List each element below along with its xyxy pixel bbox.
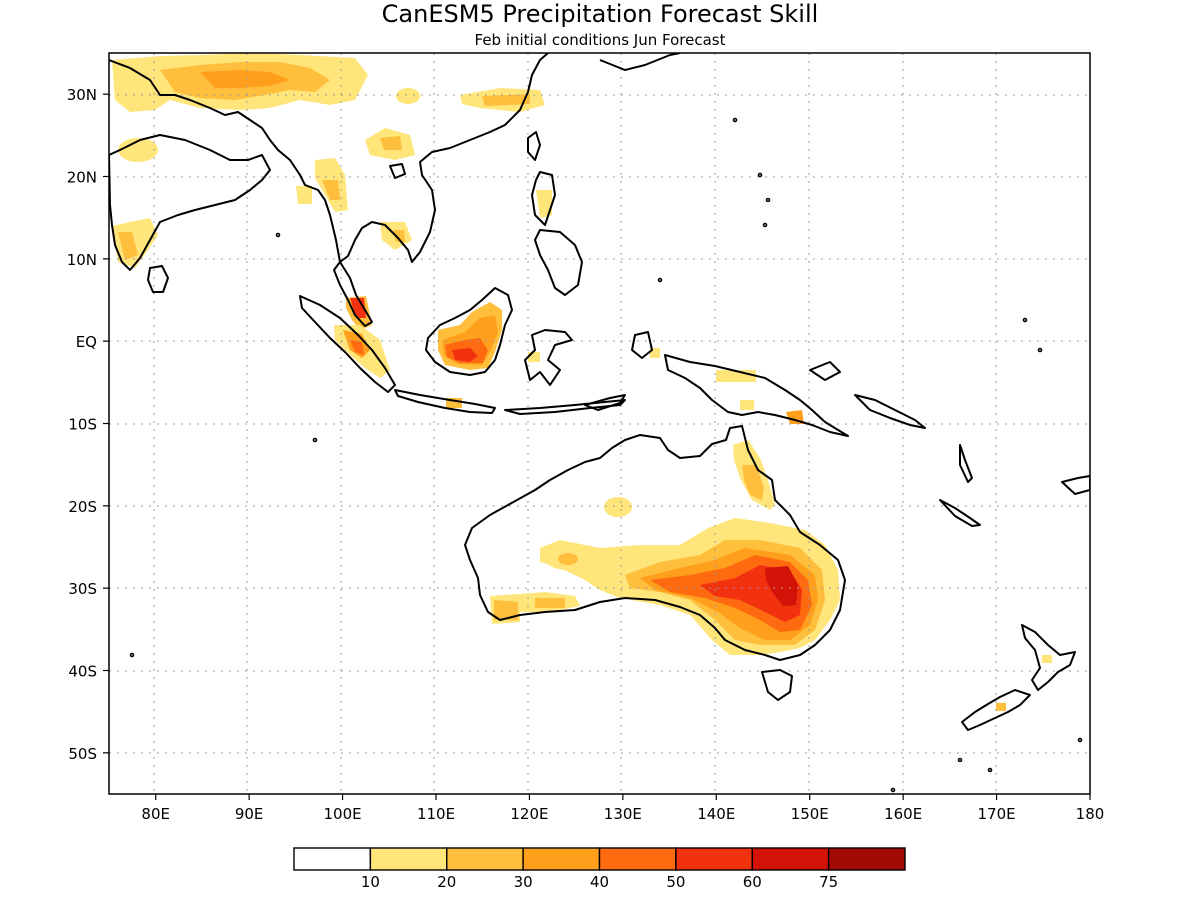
skill-region-malay-l2 bbox=[350, 298, 366, 318]
coast-philippines-luzon bbox=[531, 171, 556, 226]
skill-region-india-sw-l2 bbox=[118, 232, 138, 260]
colorbar-label: 10 bbox=[361, 873, 380, 891]
x-axis: 80E 90E 100E 110E 120E 130E 140E 150E 160E 170E 18… bbox=[141, 794, 1104, 823]
colorbar-swatch bbox=[675, 847, 753, 871]
y-tick-label: 10S bbox=[68, 416, 97, 434]
colorbar-label: 40 bbox=[590, 873, 609, 891]
skill-region-india-sw-l1 bbox=[112, 218, 158, 268]
skill-contours bbox=[112, 53, 1052, 711]
skill-region-aus-nw bbox=[604, 497, 632, 517]
coast-taiwan bbox=[527, 131, 541, 161]
map-subtitle: Feb initial conditions Jun Forecast bbox=[475, 31, 726, 49]
x-tick-label: 180 bbox=[1076, 805, 1105, 823]
skill-region-sulawesi bbox=[528, 352, 540, 362]
coast-malay-peninsula bbox=[333, 261, 373, 327]
colorbar-swatch bbox=[598, 847, 677, 871]
coast-sumatra bbox=[299, 295, 396, 393]
skill-region-myanmar-l2 bbox=[322, 180, 340, 200]
coast-moluccas bbox=[631, 331, 653, 359]
colorbar: 10 20 30 40 50 60 75 bbox=[293, 847, 906, 891]
colorbar-label: 30 bbox=[514, 873, 533, 891]
coast-australia bbox=[464, 425, 846, 661]
coast-lesser-sunda bbox=[504, 399, 626, 415]
skill-region-philippines bbox=[536, 190, 552, 218]
x-tick-label: 80E bbox=[141, 805, 170, 823]
skill-region-china-c-l2 bbox=[482, 94, 530, 106]
skill-region-queensland-l2 bbox=[742, 465, 764, 500]
y-axis: 30N 20N 10N EQ 10S 20S 30S 40S 50S bbox=[67, 86, 109, 763]
coast-new-guinea bbox=[664, 354, 849, 437]
coast-hainan bbox=[389, 163, 406, 179]
colorbar-swatch bbox=[369, 847, 448, 871]
skill-region-china-s-l2 bbox=[380, 136, 402, 150]
coast-fiji bbox=[1061, 475, 1090, 495]
coast-sri-lanka bbox=[147, 265, 169, 293]
x-tick-label: 100E bbox=[324, 805, 362, 823]
skill-region-moluccas bbox=[650, 348, 660, 358]
coast-java bbox=[394, 389, 496, 414]
y-tick-label: 40S bbox=[68, 663, 97, 681]
colorbar-swatch bbox=[827, 847, 906, 871]
coast-asia-mainland bbox=[109, 53, 549, 263]
x-tick-label: 160E bbox=[884, 805, 922, 823]
skill-region-sw-aus-l2 bbox=[494, 600, 518, 620]
skill-region-java bbox=[446, 398, 462, 408]
coast-japan bbox=[599, 53, 681, 71]
skill-region-nz-s bbox=[996, 703, 1006, 711]
x-tick-label: 170E bbox=[978, 805, 1016, 823]
y-tick-label: 10N bbox=[67, 251, 97, 269]
colorbar-label: 50 bbox=[666, 873, 685, 891]
x-tick-label: 90E bbox=[235, 805, 264, 823]
colorbar-swatch bbox=[522, 847, 601, 871]
coast-sulawesi bbox=[524, 329, 573, 386]
skill-region-borneo-l4 bbox=[452, 348, 478, 362]
skill-region-sumatra-l3 bbox=[350, 340, 364, 355]
y-tick-label: EQ bbox=[76, 333, 97, 351]
x-tick-label: 140E bbox=[697, 805, 735, 823]
coast-vanuatu bbox=[959, 444, 973, 483]
coast-timor bbox=[584, 394, 626, 411]
skill-region-india-c bbox=[118, 138, 158, 162]
x-tick-label: 150E bbox=[791, 805, 829, 823]
coast-nz-south bbox=[961, 689, 1031, 731]
x-tick-label: 120E bbox=[510, 805, 548, 823]
coast-borneo bbox=[425, 287, 513, 376]
y-tick-label: 50S bbox=[68, 745, 97, 763]
colorbar-swatch bbox=[446, 847, 524, 871]
coast-tasmania bbox=[761, 669, 793, 701]
coast-nz-north bbox=[1021, 624, 1076, 691]
y-tick-label: 20N bbox=[67, 169, 97, 187]
skill-region-sw-aus-l3 bbox=[535, 598, 565, 608]
skill-region-nz-n bbox=[1042, 655, 1052, 663]
skill-region-aus-west-l2 bbox=[558, 553, 578, 565]
skill-region-tibet-l3 bbox=[200, 70, 290, 88]
coast-philippines-south bbox=[534, 229, 583, 296]
coast-new-britain bbox=[809, 361, 841, 381]
colorbar-swatch bbox=[293, 847, 372, 871]
x-tick-label: 110E bbox=[417, 805, 455, 823]
skill-region-indochina-l2 bbox=[393, 230, 405, 242]
coast-india bbox=[109, 134, 271, 271]
coastlines bbox=[109, 53, 1090, 793]
coast-new-caledonia bbox=[939, 499, 981, 527]
colorbar-label: 75 bbox=[819, 873, 838, 891]
y-tick-label: 20S bbox=[68, 498, 97, 516]
colorbar-label: 20 bbox=[437, 873, 456, 891]
y-tick-label: 30N bbox=[67, 86, 97, 104]
map-gridlines bbox=[109, 53, 1090, 794]
skill-region-newguinea-s bbox=[740, 400, 754, 410]
skill-region-andaman bbox=[296, 186, 312, 204]
colorbar-label: 60 bbox=[743, 873, 762, 891]
y-tick-label: 30S bbox=[68, 580, 97, 598]
colorbar-swatch bbox=[751, 847, 830, 871]
skill-region-tibet-e bbox=[396, 88, 420, 104]
x-tick-label: 130E bbox=[604, 805, 642, 823]
skill-region-australia-l6 bbox=[765, 566, 798, 606]
map-title: CanESM5 Precipitation Forecast Skill bbox=[382, 0, 819, 28]
coast-solomon-islands bbox=[854, 394, 926, 429]
